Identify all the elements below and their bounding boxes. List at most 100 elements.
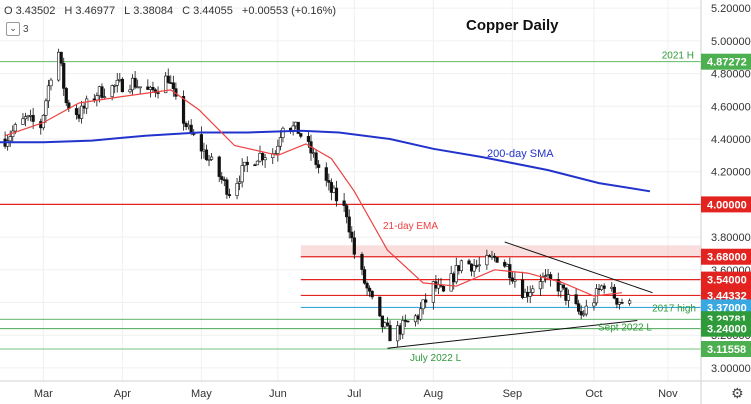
candle-body bbox=[110, 85, 114, 97]
candle-body bbox=[85, 98, 89, 109]
candle-body bbox=[260, 153, 265, 161]
candle-body bbox=[582, 313, 586, 316]
candle-body bbox=[577, 303, 581, 312]
candle-body bbox=[362, 269, 367, 284]
candle-body bbox=[597, 288, 601, 291]
price-tick-label: 5.00000 bbox=[711, 36, 751, 48]
candle-body bbox=[227, 194, 232, 196]
candle-body bbox=[406, 320, 410, 323]
price-tick-label: 4.80000 bbox=[711, 69, 751, 81]
indicators-toggle[interactable]: ⌄ 3 bbox=[6, 22, 29, 36]
candle-body bbox=[368, 287, 372, 292]
candle-body bbox=[457, 265, 461, 272]
candle-body bbox=[383, 322, 387, 328]
candle-body bbox=[26, 115, 30, 118]
ema21-label: 21-day EMA bbox=[383, 221, 438, 232]
price-label-bg-7 bbox=[701, 320, 751, 337]
candle-body bbox=[74, 108, 79, 115]
candle-body bbox=[113, 84, 117, 87]
candle-body bbox=[546, 274, 550, 276]
candle-body bbox=[245, 161, 249, 166]
trendline-1 bbox=[504, 241, 653, 294]
candles bbox=[3, 48, 632, 347]
ohlc-readout: O 3.43502 H 3.46977 L 3.38084 C 3.44055 +0.0… bbox=[4, 5, 339, 17]
candle-body bbox=[452, 273, 456, 283]
candle-body bbox=[64, 88, 68, 104]
time-tick-label: Mar bbox=[34, 388, 53, 400]
candle-body bbox=[8, 136, 12, 142]
candle-body bbox=[77, 114, 81, 119]
ema21-line bbox=[4, 89, 623, 297]
gear-icon[interactable]: ⚙ bbox=[731, 385, 744, 401]
note-july-low: July 2022 L bbox=[410, 353, 462, 364]
candle-body bbox=[59, 51, 63, 64]
candle-body bbox=[209, 156, 214, 160]
candle-body bbox=[296, 121, 300, 134]
candle-body bbox=[263, 157, 267, 161]
candle-body bbox=[520, 279, 525, 298]
time-tick-label: Nov bbox=[658, 388, 678, 400]
candle-body bbox=[324, 167, 328, 181]
price-label-1: 4.00000 bbox=[707, 199, 747, 211]
candle-body bbox=[342, 200, 346, 206]
candle-body bbox=[574, 294, 578, 304]
candle-body bbox=[380, 315, 384, 328]
candle-body bbox=[100, 86, 104, 98]
candle-body bbox=[97, 86, 102, 96]
price-label-bg-2 bbox=[701, 248, 751, 265]
candle-body bbox=[28, 115, 33, 117]
candle-body bbox=[255, 160, 260, 166]
candle-body bbox=[378, 296, 382, 317]
price-label-2: 3.68000 bbox=[707, 252, 747, 264]
time-tick-label: Jul bbox=[347, 388, 361, 400]
ohlc-open: O 3.43502 bbox=[4, 5, 56, 17]
candle-body bbox=[62, 62, 66, 89]
candle-body bbox=[95, 95, 99, 101]
candle-body bbox=[385, 322, 390, 326]
candle-body bbox=[559, 284, 563, 292]
price-tick-label: 3.00000 bbox=[711, 363, 751, 375]
time-tick-label: Apr bbox=[114, 388, 131, 400]
candle-body bbox=[503, 261, 507, 267]
candle-body bbox=[434, 281, 438, 289]
price-label-3: 3.54000 bbox=[707, 275, 747, 287]
candle-body bbox=[413, 315, 418, 323]
candle-body bbox=[258, 153, 262, 162]
candle-body bbox=[204, 149, 209, 161]
price-tick-label: 4.60000 bbox=[711, 101, 751, 113]
candle-body bbox=[612, 286, 616, 299]
candle-body bbox=[610, 286, 614, 289]
candle-body bbox=[490, 255, 494, 258]
candle-body bbox=[424, 299, 428, 303]
candle-body bbox=[365, 282, 369, 289]
candle-body bbox=[599, 285, 604, 290]
candle-body bbox=[347, 216, 351, 233]
candle-body bbox=[49, 79, 53, 87]
candle-body bbox=[332, 187, 336, 193]
candle-body bbox=[199, 134, 203, 152]
sma200-label: 200-day SMA bbox=[487, 148, 554, 160]
candle-body bbox=[543, 275, 548, 277]
price-label-0: 4.87272 bbox=[707, 57, 747, 69]
candle-body bbox=[148, 87, 152, 90]
candle-body bbox=[436, 284, 441, 289]
time-tick-label: Sep bbox=[503, 388, 523, 400]
candle-body bbox=[531, 288, 535, 293]
candle-body bbox=[151, 87, 155, 91]
price-tick-label: 3.80000 bbox=[711, 232, 751, 244]
time-axis: Mar Apr May Jun Jul Aug Sep Oct Nov bbox=[34, 388, 678, 400]
resistance-zone bbox=[300, 245, 701, 257]
candle-body bbox=[136, 86, 140, 89]
candle-body bbox=[171, 82, 175, 89]
candle-body bbox=[243, 161, 247, 166]
candle-body bbox=[189, 124, 193, 133]
chevron-down-icon[interactable]: ⌄ bbox=[6, 22, 20, 36]
candle-body bbox=[617, 302, 622, 305]
candle-body bbox=[278, 137, 283, 147]
candle-body bbox=[449, 273, 453, 292]
candle-body bbox=[628, 300, 632, 304]
candle-body bbox=[207, 159, 211, 161]
ohlc-low: L 3.38084 bbox=[124, 5, 174, 17]
